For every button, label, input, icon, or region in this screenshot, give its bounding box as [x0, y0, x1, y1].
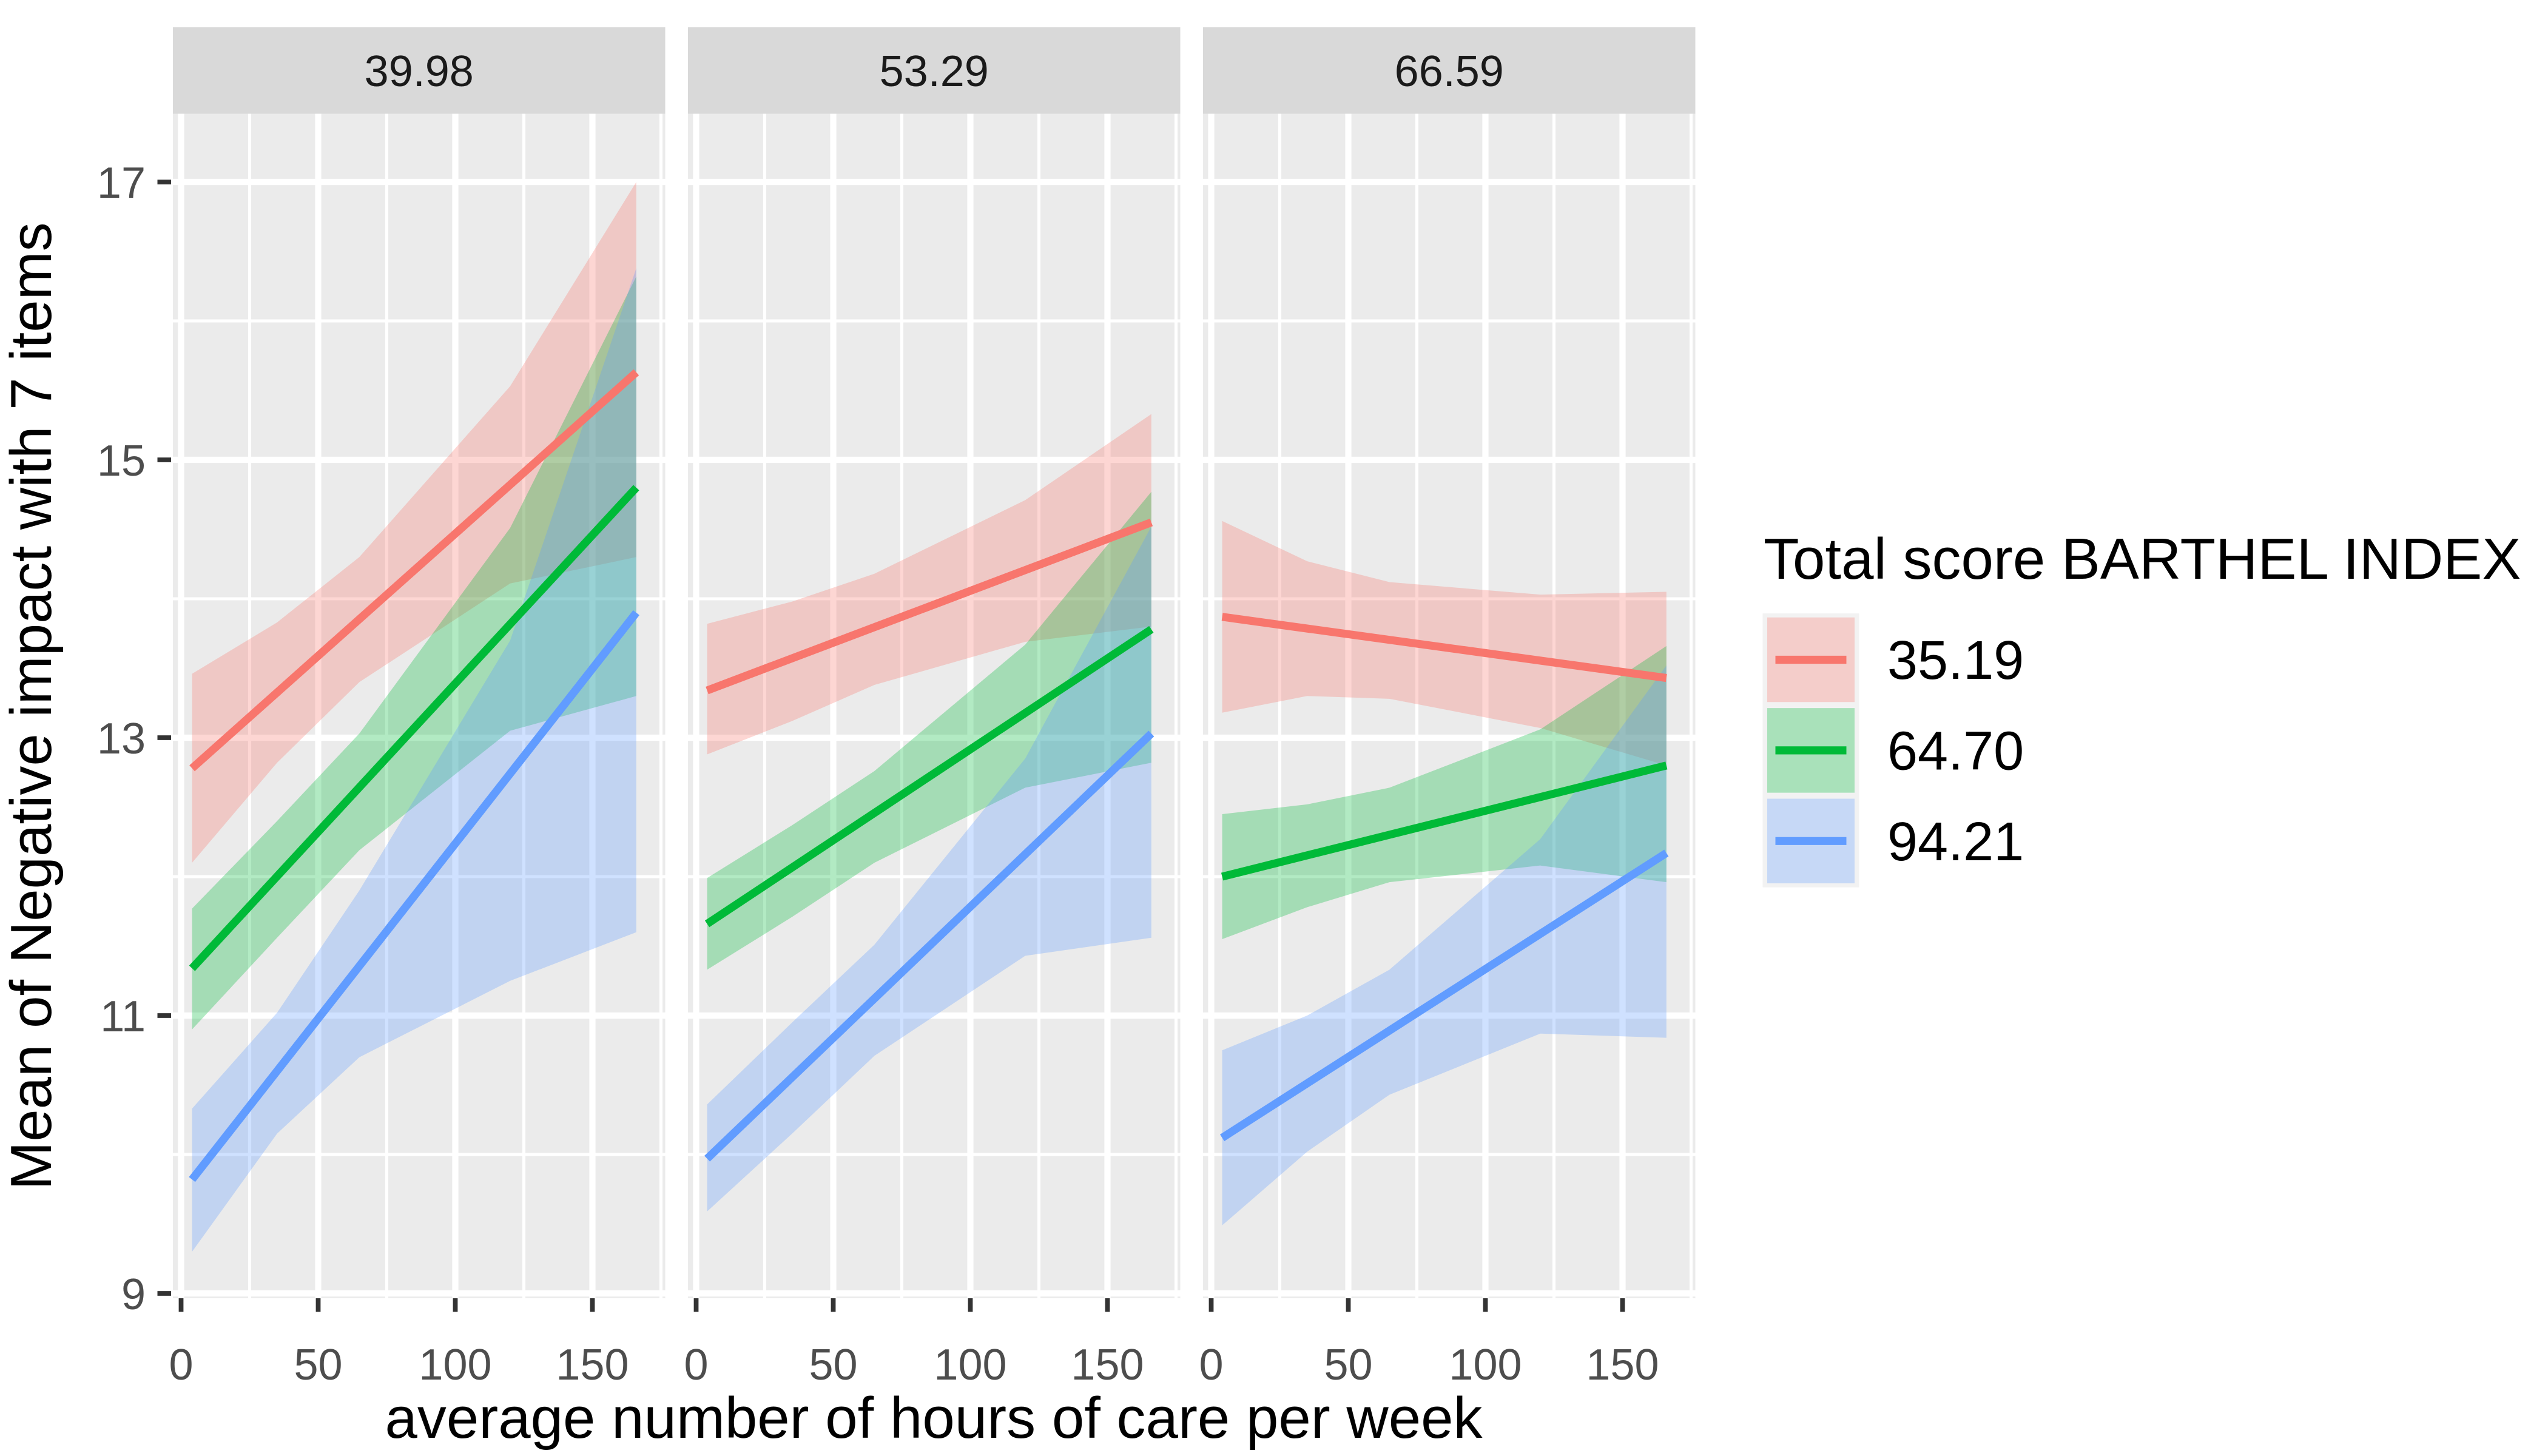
x-axis-tick-label: 50	[1324, 1341, 1372, 1389]
confidence-ribbon	[707, 526, 1151, 1212]
x-axis-tick-label: 100	[1449, 1341, 1522, 1389]
legend-entry-label: 35.19	[1887, 630, 2024, 691]
legend-entry-label: 94.21	[1887, 812, 2024, 872]
y-axis-tick-label: 13	[97, 715, 146, 763]
confidence-ribbon	[1222, 645, 1667, 940]
facet-panel: 66.59 0 50 100 150	[1199, 27, 1696, 1389]
panel-data-layer	[189, 182, 640, 1252]
confidence-ribbon	[192, 268, 636, 1252]
x-axis-tick-label: 0	[1199, 1341, 1223, 1389]
x-axis-tick-label: 100	[934, 1341, 1006, 1389]
x-axis-tick-label: 150	[1071, 1341, 1144, 1389]
y-axis-tick-label: 15	[97, 437, 146, 485]
legend-title: Total score BARTHEL INDEX	[1764, 527, 2521, 592]
regression-line	[189, 485, 639, 971]
facet-strip	[688, 27, 1181, 114]
regression-line	[189, 369, 639, 772]
facet-strip	[173, 27, 666, 114]
x-axis-tick-label: 50	[294, 1341, 342, 1389]
facet-strip-label: 39.98	[365, 47, 474, 96]
x-axis-tick-label: 0	[684, 1341, 708, 1389]
confidence-ribbon	[192, 182, 636, 863]
facet-strip-label: 53.29	[880, 47, 989, 96]
facet-panel: 39.98 0 50 100 150	[169, 27, 666, 1389]
y-axis-tick-label: 17	[97, 159, 146, 207]
facet-strip-label: 66.59	[1395, 47, 1504, 96]
x-axis-tick-label: 150	[1586, 1341, 1659, 1389]
facet-strip	[1203, 27, 1696, 114]
regression-line	[706, 518, 1153, 695]
facet-panel: 53.29 0 50 100 150	[684, 27, 1181, 1389]
x-axis-title: average number of hours of care per week	[385, 1386, 1483, 1451]
legend-entry-label: 64.70	[1887, 721, 2024, 781]
y-axis-tick-label: 9	[121, 1270, 146, 1319]
regression-line	[704, 625, 1154, 928]
regression-line	[1221, 613, 1667, 682]
x-axis-tick-label: 0	[169, 1341, 193, 1389]
confidence-ribbon	[192, 276, 636, 1030]
confidence-ribbon	[707, 414, 1151, 755]
panel-data-layer	[704, 414, 1154, 1212]
confidence-ribbon	[1222, 521, 1667, 766]
x-axis-tick-label: 150	[556, 1341, 629, 1389]
y-axis-title: Mean of Negative impact with 7 items	[0, 222, 64, 1190]
panel-data-layer	[1220, 521, 1669, 1225]
legend: Total score BARTHEL INDEX 35.19 64.70 94.21	[1762, 527, 2521, 888]
y-axis-tick-label: 11	[100, 993, 146, 1041]
confidence-ribbon	[1222, 665, 1667, 1225]
regression-line	[1220, 849, 1669, 1142]
regression-line	[1221, 761, 1668, 881]
regression-line	[189, 610, 640, 1182]
x-axis-tick-label: 100	[419, 1341, 491, 1389]
x-axis-tick-label: 50	[809, 1341, 857, 1389]
regression-line	[704, 730, 1154, 1162]
